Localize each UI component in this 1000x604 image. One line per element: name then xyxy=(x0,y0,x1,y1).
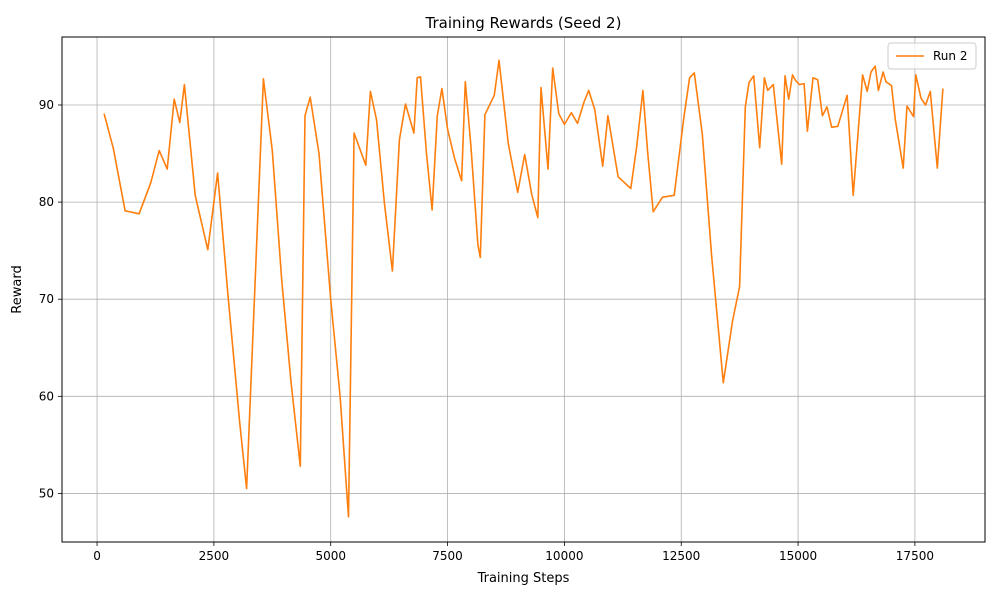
x-tick-label: 15000 xyxy=(779,549,817,563)
x-tick-label: 2500 xyxy=(199,549,230,563)
y-tick-label: 60 xyxy=(39,389,54,403)
legend-label-run-2: Run 2 xyxy=(933,49,967,63)
series-line-run-2 xyxy=(103,59,944,518)
chart-title: Training Rewards (Seed 2) xyxy=(425,14,622,32)
y-tick-label: 80 xyxy=(39,195,54,209)
ticks: 0 2500 5000 7500 10000 12500 15000 17500 50 60 70 8… xyxy=(39,98,934,563)
x-tick-label: 10000 xyxy=(545,549,583,563)
plot-frame xyxy=(61,36,986,543)
legend: Run 2 xyxy=(887,42,977,70)
y-tick-label: 50 xyxy=(39,486,54,500)
y-tick-label: 90 xyxy=(39,98,54,112)
series-layer xyxy=(103,59,944,518)
x-axis-label: Training Steps xyxy=(477,571,570,586)
x-tick-label: 5000 xyxy=(315,549,346,563)
x-tick-label: 12500 xyxy=(662,549,700,563)
legend-box xyxy=(887,42,977,70)
x-tick-label: 7500 xyxy=(432,549,463,563)
y-axis-label: Reward xyxy=(10,265,25,313)
x-tick-label: 0 xyxy=(93,549,101,563)
grid xyxy=(62,37,985,542)
x-tick-label: 17500 xyxy=(896,549,934,563)
y-tick-label: 70 xyxy=(39,292,54,306)
